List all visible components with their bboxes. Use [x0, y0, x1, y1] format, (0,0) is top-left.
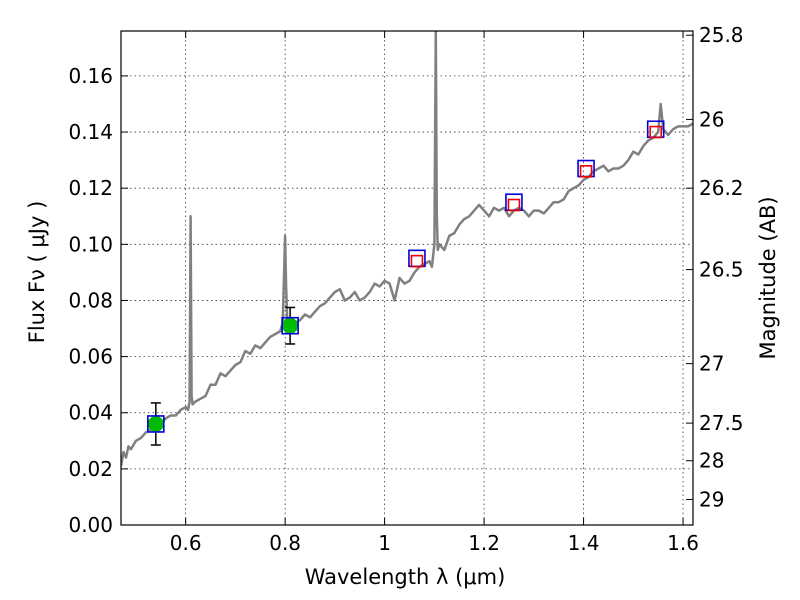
x-tick-label: 1.6	[667, 531, 699, 555]
grid	[121, 31, 693, 525]
right-tick-label: 27	[699, 352, 724, 376]
y-tick-label: 0.04	[68, 401, 113, 425]
y-tick-label: 0.10	[68, 232, 113, 256]
red-square-marker	[410, 254, 424, 268]
right-tick-label: 28	[699, 449, 724, 473]
y-tick-label: 0.16	[68, 64, 113, 88]
right-tick-label: 29	[699, 487, 724, 511]
observed-point	[147, 415, 164, 432]
right-tick-label: 26.2	[699, 176, 744, 200]
right-tick-label: 25.8	[699, 23, 744, 47]
y-axis-label: Flux Fν ( μJy )	[25, 201, 49, 344]
x-tick-label: 0.6	[170, 531, 202, 555]
axes-frame	[120, 30, 694, 526]
red-square-marker	[649, 125, 662, 139]
red-square-marker	[507, 198, 521, 212]
x-tick-label: 1.2	[468, 531, 500, 555]
y-tick-label: 0.06	[68, 345, 113, 369]
right-axis-label: Magnitude (AB)	[756, 196, 780, 359]
blue-square-marker	[147, 415, 165, 433]
y-tick-label: 0.02	[68, 457, 113, 481]
x-tick-label: 1	[378, 531, 391, 555]
x-tick-label: 1.4	[568, 531, 600, 555]
observed-point	[282, 317, 299, 334]
x-axis-label: Wavelength λ (μm)	[305, 565, 506, 589]
spectrum-line	[121, 31, 693, 467]
y-tick-label: 0.14	[68, 120, 113, 144]
red-square-marker	[579, 165, 593, 178]
y-tick-label: 0.00	[68, 513, 113, 537]
y-tick-label: 0.12	[68, 176, 113, 200]
right-tick-label: 26.5	[699, 258, 744, 282]
right-tick-label: 26	[699, 107, 724, 131]
right-tick-label: 27.5	[699, 411, 744, 435]
plot-area	[121, 31, 693, 467]
x-tick-label: 0.8	[269, 531, 301, 555]
ticks: 0.6 0.8 1 1.2 1.4 1.6 0.00 0.02 0.04 0.06 0.08 0.10…	[68, 23, 743, 555]
blue-square-marker	[281, 316, 299, 335]
y-tick-label: 0.08	[68, 288, 113, 312]
